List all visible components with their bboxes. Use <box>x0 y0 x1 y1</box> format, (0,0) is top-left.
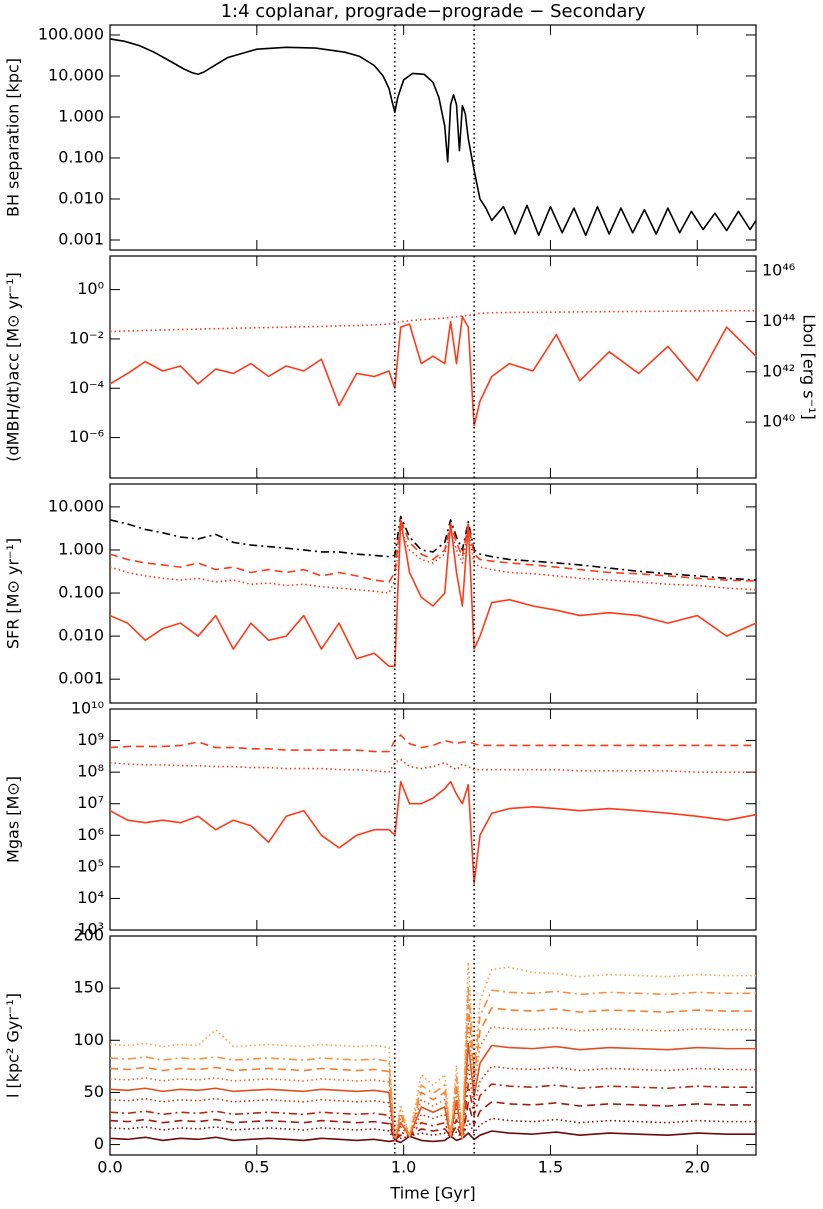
series-line <box>109 315 757 427</box>
x-tick-label: 1.0 <box>391 1158 416 1177</box>
y-tick-label: 10⁴ <box>77 888 104 907</box>
y-tick-label: 10⁻⁴ <box>69 378 104 397</box>
x-tick-label: 1.5 <box>538 1158 563 1177</box>
series-line <box>109 734 756 753</box>
y-tick-label: 100 <box>73 1030 104 1049</box>
series-line <box>109 38 757 237</box>
y-axis-label: (dMBH/dt)acc [M⊙ yr⁻¹] <box>4 272 23 461</box>
y-tick-label: 10⁵ <box>77 856 104 875</box>
y-tick-label: 10.000 <box>48 65 104 84</box>
plot-frame <box>109 255 757 479</box>
y-tick-label: 0.100 <box>58 147 104 166</box>
y-axis-label: l [kpc² Gyr⁻¹] <box>4 993 23 1098</box>
y-tick-label: 1.000 <box>58 539 104 558</box>
series-line <box>109 1101 756 1142</box>
plot-frame <box>109 708 757 931</box>
y-tick-label: 0.001 <box>58 229 104 248</box>
y-tick-label: 10⁻⁶ <box>69 427 104 446</box>
series-line <box>109 519 757 668</box>
plot-frame <box>109 483 757 704</box>
series-line <box>109 758 756 773</box>
y-tick-label: 10¹⁰ <box>71 699 104 718</box>
y-tick-label: 0.010 <box>58 626 104 645</box>
y-tick-label: 0 <box>94 1134 104 1153</box>
series-line <box>109 985 756 1142</box>
y-axis-label: SFR [M⊙ yr⁻¹] <box>4 538 23 649</box>
x-tick-label: 0.0 <box>97 1158 122 1177</box>
series-line <box>109 1130 756 1144</box>
y-tick-label: 10.000 <box>48 496 104 515</box>
series-line <box>109 309 757 333</box>
y2-tick-label: 10⁴⁰ <box>762 412 795 431</box>
y2-tick-label: 10⁴⁶ <box>762 261 795 280</box>
y-tick-label: 10⁻² <box>69 328 104 347</box>
chart-title: 1:4 coplanar, prograde−prograde − Second… <box>221 1 646 22</box>
y-tick-label: 100.000 <box>38 24 104 43</box>
y-tick-label: 50 <box>84 1082 104 1101</box>
series-line <box>109 1042 756 1142</box>
plot-frame <box>109 935 757 1156</box>
y-tick-label: 10⁶ <box>77 825 104 844</box>
series-line <box>109 1064 756 1142</box>
y-tick-label: 1.000 <box>58 106 104 125</box>
y-tick-label: 10⁰ <box>77 279 104 298</box>
series-line <box>109 1022 756 1142</box>
y-tick-label: 10⁷ <box>77 793 104 812</box>
y-tick-label: 150 <box>73 978 104 997</box>
y-tick-label: 10³ <box>77 920 104 939</box>
x-tick-label: 2.0 <box>685 1158 710 1177</box>
series-line <box>109 1117 756 1142</box>
y2-axis-label: Lbol [erg s⁻¹] <box>800 314 819 419</box>
series-line <box>109 961 756 1142</box>
y-tick-label: 0.010 <box>58 188 104 207</box>
y-tick-label: 10⁹ <box>77 730 104 749</box>
plot-frame <box>109 24 757 251</box>
x-tick-label: 0.5 <box>244 1158 269 1177</box>
series-line <box>109 1083 756 1142</box>
y-tick-label: 200 <box>73 926 104 945</box>
y2-tick-label: 10⁴⁴ <box>762 311 795 330</box>
y-axis-label: BH separation [kpc] <box>4 58 23 217</box>
series-line <box>109 1004 756 1142</box>
x-axis-label: Time [Gyr] <box>389 1184 475 1203</box>
series-line <box>109 519 757 583</box>
series-line <box>109 515 757 581</box>
y-tick-label: 10⁸ <box>77 762 104 781</box>
y2-tick-label: 10⁴² <box>762 361 795 380</box>
y-axis-label: Mgas [M⊙] <box>4 776 23 863</box>
series-line <box>109 528 757 594</box>
series-line <box>109 780 757 885</box>
y-tick-label: 0.001 <box>58 669 104 688</box>
y-tick-label: 0.100 <box>58 583 104 602</box>
